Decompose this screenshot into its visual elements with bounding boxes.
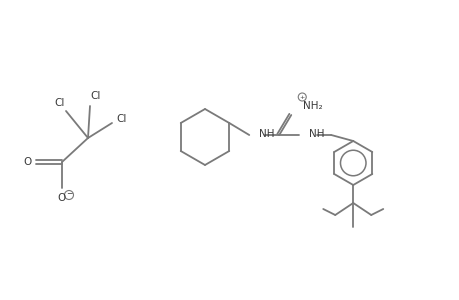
Text: Cl: Cl bbox=[90, 91, 101, 101]
Text: Cl: Cl bbox=[55, 98, 65, 108]
Text: NH: NH bbox=[259, 129, 274, 139]
Text: O: O bbox=[24, 157, 32, 167]
Text: Cl: Cl bbox=[117, 114, 127, 124]
Text: NH: NH bbox=[308, 129, 324, 139]
Text: −: − bbox=[66, 190, 72, 199]
Text: O: O bbox=[58, 193, 66, 203]
Text: +: + bbox=[299, 94, 304, 100]
Text: NH₂: NH₂ bbox=[302, 101, 322, 111]
